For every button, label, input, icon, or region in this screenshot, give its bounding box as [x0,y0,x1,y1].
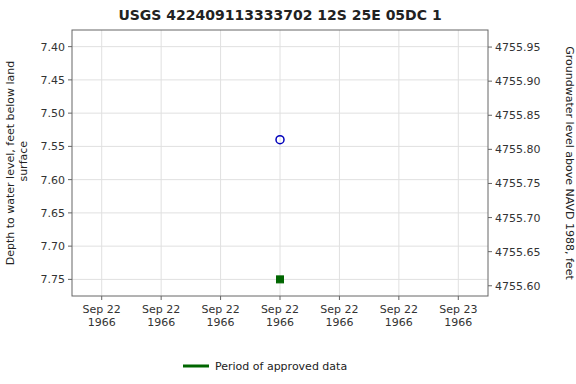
tick-mark [488,47,492,48]
tick-label: Sep 221966 [380,303,418,329]
tick-mark [458,296,459,300]
tick-label: 7.65 [41,207,66,220]
tick-mark [488,81,492,82]
tick-mark [68,246,72,247]
grid-line [220,30,221,296]
tick-label: 7.50 [41,107,66,120]
tick-label: 7.70 [41,240,66,253]
tick-label: Sep 221966 [320,303,358,329]
grid-line [398,30,399,296]
tick-mark [68,79,72,80]
tick-mark [398,296,399,300]
grid-line [101,30,102,296]
tick-mark [68,146,72,147]
title: USGS 422409113333702 12S 25E 05DC 1 [118,7,441,23]
tick-mark [280,296,281,300]
axes: 7.40 7.45 7.50 7.55 7.60 7.65 7.70 7.75 4755.60 4… [41,30,541,329]
grid-line [458,30,459,296]
tick-label: 4755.85 [495,109,541,122]
plot-frame [72,30,488,296]
point [276,136,284,144]
tick-mark [488,149,492,150]
chart: 7.40 7.45 7.50 7.55 7.60 7.65 7.70 7.75 4755.60 4… [0,0,576,384]
grid-line [339,30,340,296]
legend: Period of approved data [183,360,347,373]
tick-label: 4755.90 [495,75,541,88]
tick-label: Sep 221966 [201,303,239,329]
point [277,276,284,283]
tick-mark [488,183,492,184]
tick-label: 4755.80 [495,143,541,156]
tick-mark [488,115,492,116]
grid [72,30,488,296]
tick-mark [68,113,72,114]
axis-label: Depth to water level, feet below land su… [4,61,30,266]
tick-mark [488,285,492,286]
tick-label: 4755.65 [495,246,541,259]
legend-label: Period of approved data [215,360,347,373]
grid-line [161,30,162,296]
axis-label: Groundwater level above NAVD 1988, feet [563,46,576,280]
tick-mark [488,217,492,218]
tick-label: 7.55 [41,140,66,153]
tick-label: 4755.70 [495,212,541,225]
tick-label: Sep 221966 [261,303,299,329]
tick-label: 7.60 [41,174,66,187]
tick-label: 4755.75 [495,177,541,190]
tick-label: 7.40 [41,41,66,54]
tick-label: 4755.60 [495,280,541,293]
tick-mark [101,296,102,300]
tick-label: 7.75 [41,273,66,286]
tick-label: Sep 231966 [439,303,477,329]
tick-label: 7.45 [41,74,66,87]
tick-mark [220,296,221,300]
legend-swatch [183,365,209,368]
tick-mark [68,279,72,280]
background [0,0,576,384]
tick-label: Sep 221966 [142,303,180,329]
tick-mark [68,179,72,180]
tick-mark [68,212,72,213]
tick-label: 4755.95 [495,41,541,54]
tick-mark [161,296,162,300]
tick-mark [68,46,72,47]
grid-line [280,30,281,296]
tick-label: Sep 221966 [83,303,121,329]
marks [276,136,284,283]
tick-mark [339,296,340,300]
tick-mark [488,251,492,252]
